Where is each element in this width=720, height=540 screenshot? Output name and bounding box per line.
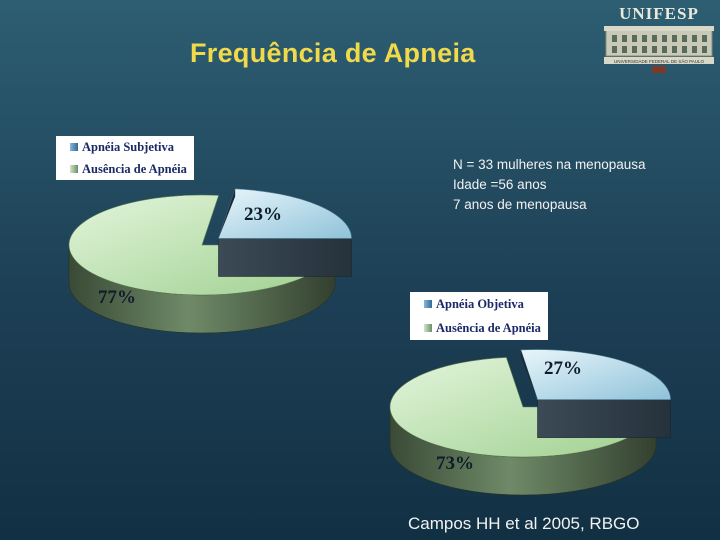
- citation: Campos HH et al 2005, RBGO: [408, 514, 640, 533]
- slide-title: Frequência de Apneia: [190, 38, 476, 68]
- pie-slice-side: [218, 188, 236, 239]
- data-label: 27%: [544, 358, 582, 379]
- building-icon: UNIVERSIDADE FEDERAL DE SÃO PAULO: [604, 26, 714, 73]
- note-line: N = 33 mulheres na menopausa: [453, 157, 646, 172]
- legend-label: Ausência de Apnéia: [436, 320, 541, 335]
- legend-item: Apnéia Objetiva: [410, 292, 548, 316]
- legend-swatch-blue: [70, 143, 78, 151]
- legend-item: Ausência de Apnéia: [56, 158, 194, 180]
- legend-chart-2: Apnéia Objetiva Ausência de Apnéia: [410, 292, 548, 340]
- pie-slice-side: [218, 238, 352, 277]
- legend-label: Apnéia Subjetiva: [82, 139, 175, 154]
- data-label: 23%: [244, 204, 282, 225]
- legend-item: Apnéia Subjetiva: [56, 136, 194, 158]
- pie-slice: [520, 349, 671, 400]
- data-label: 73%: [436, 453, 474, 474]
- study-note: N = 33 mulheres na menopausa Idade =56 a…: [453, 155, 646, 215]
- note-line: 7 anos de menopausa: [453, 197, 587, 212]
- legend-swatch-green: [424, 324, 432, 332]
- legend-chart-1: Apnéia Subjetiva Ausência de Apnéia: [56, 136, 194, 180]
- pie-slice-side: [537, 399, 671, 438]
- legend-swatch-blue: [424, 300, 432, 308]
- pie-slice: [218, 188, 352, 239]
- logo-wordmark: UNIFESP: [619, 4, 699, 23]
- legend-swatch-green: [70, 165, 78, 173]
- legend-item: Ausência de Apnéia: [410, 316, 548, 340]
- pie-chart-1: 23% 77%: [68, 188, 352, 334]
- pie-chart-2: 27% 73%: [389, 349, 671, 496]
- pie-slice-side: [520, 349, 538, 400]
- data-label: 77%: [98, 287, 136, 308]
- legend-label: Apnéia Objetiva: [436, 296, 524, 311]
- unifesp-logo: UNIFESP UNIVERSIDADE FEDERAL DE SÃO PAUL…: [600, 4, 718, 76]
- note-line: Idade =56 anos: [453, 177, 547, 192]
- logo-subtitle: UNIVERSIDADE FEDERAL DE SÃO PAULO: [614, 58, 705, 64]
- legend-label: Ausência de Apnéia: [82, 161, 187, 176]
